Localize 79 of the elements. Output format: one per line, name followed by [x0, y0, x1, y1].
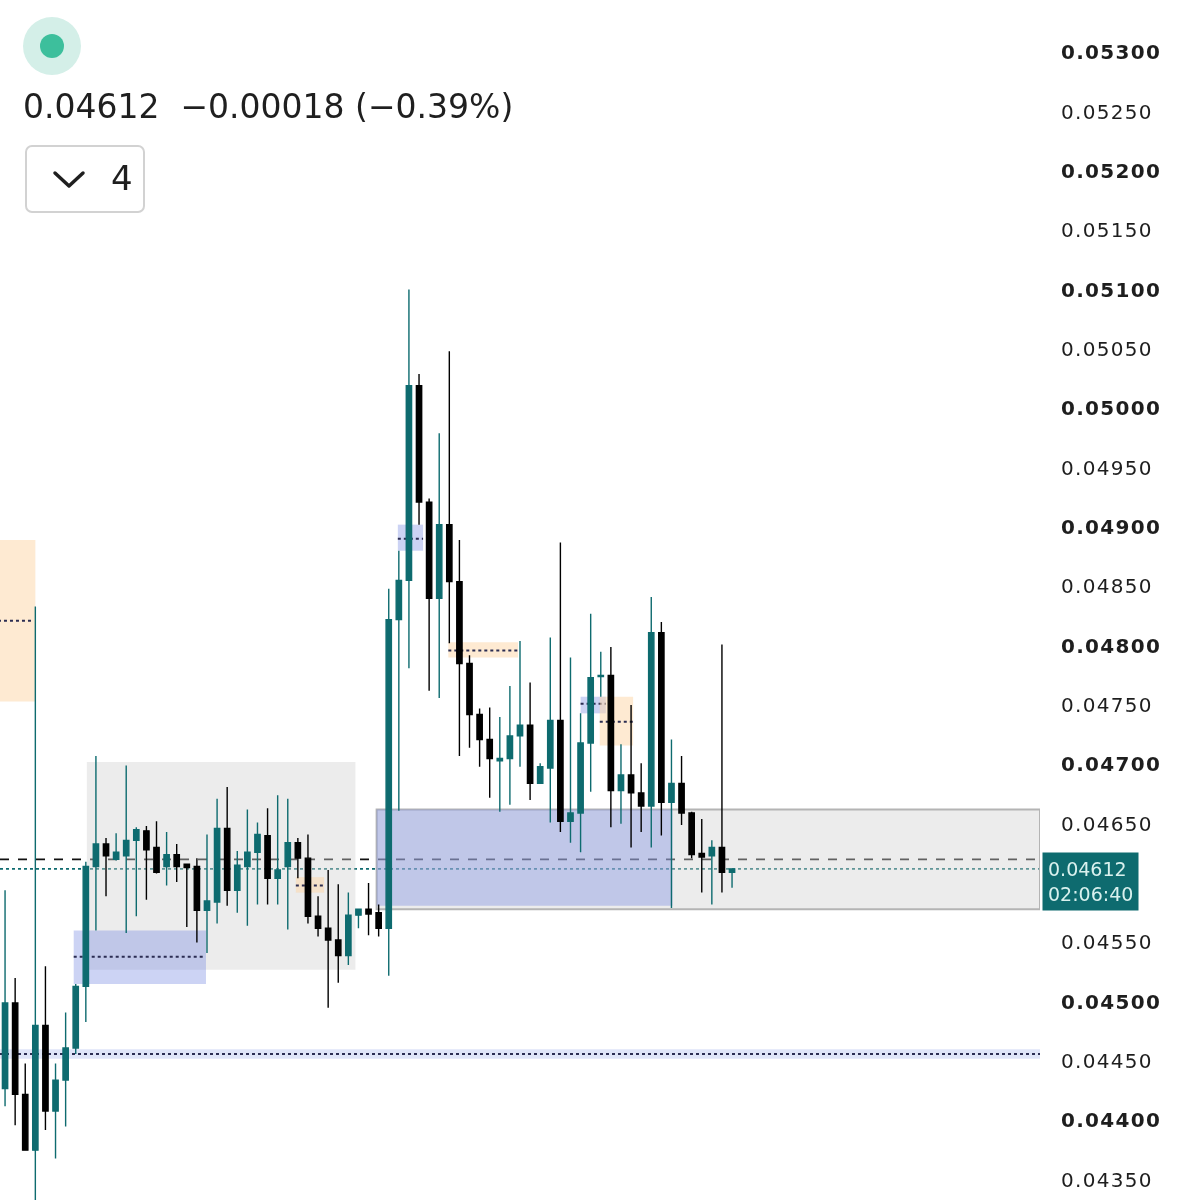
candlestick [345, 891, 352, 966]
candlestick [405, 288, 413, 669]
dropdown-button: 4 [25, 145, 145, 213]
candlestick [153, 820, 160, 875]
candlestick [183, 863, 191, 928]
candlestick [698, 818, 706, 894]
candlestick [11, 977, 19, 1126]
candlestick [476, 707, 483, 768]
candlestick [466, 654, 473, 749]
candlestick [173, 843, 181, 883]
candlestick [1, 889, 9, 1107]
candlestick [536, 762, 544, 785]
candlestick [294, 837, 302, 880]
candlestick [102, 837, 110, 897]
y-tick-label: 0.05250 [1061, 99, 1153, 124]
y-tick-label: 0.04550 [1061, 930, 1153, 955]
candlestick [577, 712, 584, 853]
candlestick [21, 1062, 29, 1151]
candlestick [445, 350, 453, 645]
candlestick [718, 643, 726, 894]
candlestick [597, 650, 605, 698]
candlestick [516, 640, 524, 768]
candlestick [456, 539, 463, 757]
y-tick-label: 0.04450 [1061, 1049, 1153, 1074]
y-tick-label: 0.04950 [1061, 455, 1153, 480]
candlestick [496, 716, 504, 813]
candlestick [72, 983, 80, 1055]
candlestick [607, 646, 615, 828]
candlestick [486, 706, 494, 799]
candlestick [355, 908, 362, 929]
y-tick-label: 0.04800 [1061, 633, 1162, 658]
annotation: 4 [111, 157, 133, 199]
candlestick [425, 497, 433, 692]
candlestick [365, 882, 372, 937]
candlestick [52, 1062, 59, 1160]
candlestick [193, 857, 201, 944]
y-tick-label: 0.05200 [1061, 158, 1162, 183]
y-tick-label: 0.04350 [1061, 1167, 1153, 1192]
y-tick-label: 0.05000 [1061, 396, 1162, 421]
candlestick [587, 612, 595, 793]
y-tick-label: 0.04750 [1061, 693, 1153, 718]
candlestick [334, 883, 342, 984]
candlestick [647, 596, 655, 849]
candlestick [658, 621, 665, 837]
candlestick [567, 656, 574, 844]
candlestick [627, 704, 635, 849]
candlestick [143, 825, 150, 901]
candlestick [506, 685, 514, 806]
y-tick-label: 0.05050 [1061, 336, 1153, 361]
candlestick [324, 869, 332, 1009]
candlestick [637, 762, 645, 833]
candlestick [223, 786, 231, 907]
candlestick [557, 541, 564, 833]
text: 0.04612 −0.00018 (−0.39%) [23, 86, 514, 128]
candlestick [526, 681, 534, 801]
candlestick [304, 833, 312, 925]
y-tick-label: 0.04400 [1061, 1108, 1162, 1133]
y-tick-label: 0.04850 [1061, 574, 1153, 599]
candlestick [415, 373, 423, 526]
y-tick-label: 0.04900 [1061, 515, 1162, 539]
y-tick-label: 0.05150 [1061, 218, 1153, 243]
candlestick [546, 636, 554, 824]
candlestick [314, 895, 322, 938]
y-tick-label: 0.05300 [1061, 40, 1162, 65]
candlestick [42, 965, 49, 1131]
candlestick [435, 432, 443, 699]
candlestick [375, 903, 382, 938]
candlestick [264, 807, 271, 906]
y-tick-label: 0.05100 [1061, 277, 1162, 302]
candlestick [678, 755, 685, 826]
y-tick-label: 0.04700 [1061, 752, 1162, 777]
y-tick-label: 0.04650 [1061, 811, 1153, 836]
candlestick [617, 743, 625, 825]
y-tick-label: 0.04500 [1061, 989, 1162, 1014]
candlestick [62, 1011, 69, 1128]
candlestick [112, 832, 120, 862]
ref-line-label: 0.04612 02:06:40 [1048, 858, 1134, 905]
candlestick [688, 811, 695, 859]
candlestick [395, 550, 403, 812]
